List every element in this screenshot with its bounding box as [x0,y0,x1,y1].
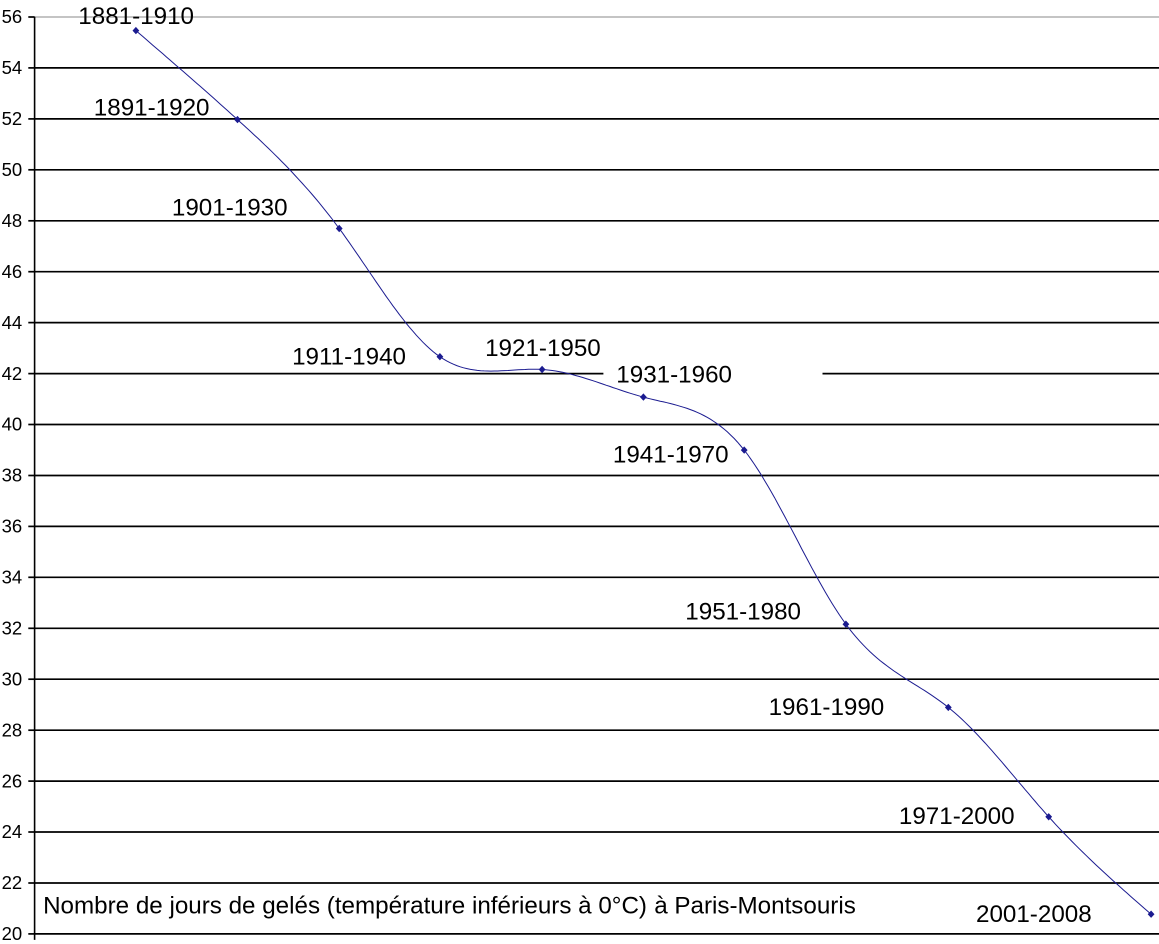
svg-text:1891-1920: 1891-1920 [94,95,210,122]
svg-text:48: 48 [2,210,23,231]
svg-text:52: 52 [2,108,23,129]
svg-text:46: 46 [2,261,23,282]
svg-text:1941-1970: 1941-1970 [613,441,729,468]
svg-text:36: 36 [2,516,23,537]
svg-text:42: 42 [2,363,23,384]
svg-text:1921-1950: 1921-1950 [485,335,601,362]
svg-text:38: 38 [2,465,23,486]
svg-text:28: 28 [2,719,23,740]
svg-text:Nombre de jours de gelés (temp: Nombre de jours de gelés (température in… [43,893,647,920]
svg-text:22: 22 [2,872,23,893]
svg-text:56: 56 [2,6,23,27]
svg-text:20: 20 [2,923,23,944]
svg-text:26: 26 [2,770,23,791]
svg-text:1901-1930: 1901-1930 [172,195,288,222]
svg-text:24: 24 [2,821,23,842]
svg-text:34: 34 [2,567,23,588]
svg-text:1961-1990: 1961-1990 [769,694,885,721]
svg-text:2001-2008: 2001-2008 [976,901,1092,928]
svg-text:54: 54 [2,57,23,78]
svg-text:1951-1980: 1951-1980 [685,599,801,626]
svg-text:1931-1960: 1931-1960 [616,362,732,389]
svg-text:1911-1940: 1911-1940 [292,344,406,371]
svg-text:1971-2000: 1971-2000 [899,803,1015,830]
svg-text:32: 32 [2,618,23,639]
svg-text:à Paris-Montsouris: à Paris-Montsouris [654,893,856,920]
svg-text:50: 50 [2,159,23,180]
svg-text:44: 44 [2,312,23,333]
svg-text:30: 30 [2,668,23,689]
svg-text:1881-1910: 1881-1910 [78,3,194,30]
svg-text:40: 40 [2,414,23,435]
